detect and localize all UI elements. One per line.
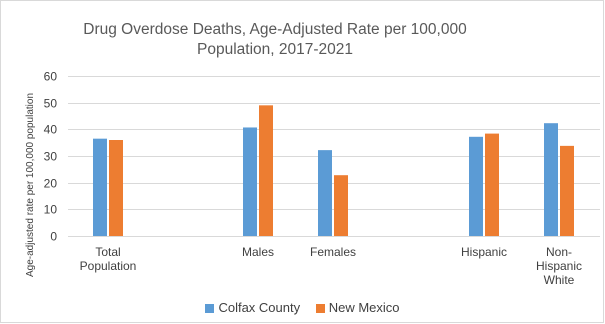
y-tick-label: 60 bbox=[44, 70, 58, 84]
bar bbox=[485, 133, 499, 236]
x-tick-label-line: Females bbox=[310, 245, 356, 259]
y-axis-ticks: 0 10 20 30 40 50 60 bbox=[44, 70, 58, 244]
x-tick-label-line: Population bbox=[80, 259, 137, 273]
bar bbox=[560, 145, 574, 236]
x-tick-label: Total Population bbox=[80, 245, 137, 273]
y-tick-label: 50 bbox=[44, 97, 58, 111]
legend-label-colfax: Colfax County bbox=[218, 300, 301, 315]
x-tick-label-line: Males bbox=[242, 245, 274, 259]
y-tick-label: 20 bbox=[44, 177, 58, 191]
x-tick-label-line: Non- bbox=[546, 245, 572, 259]
x-tick-label-line: White bbox=[544, 273, 575, 287]
x-tick-label: Females bbox=[310, 245, 356, 259]
bar bbox=[469, 136, 483, 236]
bar bbox=[334, 175, 348, 236]
x-tick-label-line: Hispanic bbox=[536, 259, 582, 273]
bar-chart: 0 10 20 30 40 50 60 Total Population Males Female… bbox=[25, 70, 600, 287]
chart-title-line-1: Drug Overdose Deaths, Age-Adjusted Rate … bbox=[83, 21, 467, 38]
chart-title: Drug Overdose Deaths, Age-Adjusted Rate … bbox=[40, 20, 510, 60]
y-tick-label: 30 bbox=[44, 150, 58, 164]
bar bbox=[109, 140, 123, 236]
y-axis-label: Age-adjusted rate per 100,000 population bbox=[25, 93, 36, 277]
bar bbox=[259, 105, 273, 236]
bars bbox=[93, 105, 574, 236]
y-tick-label: 0 bbox=[50, 230, 57, 244]
chart-title-line-2: Population, 2017-2021 bbox=[197, 41, 353, 58]
legend-item-colfax: Colfax County bbox=[205, 300, 300, 315]
x-tick-label: Males bbox=[242, 245, 274, 259]
y-tick-label: 40 bbox=[44, 123, 58, 137]
bar bbox=[93, 138, 107, 236]
x-tick-label-line: Hispanic bbox=[461, 245, 507, 259]
x-tick-label: Non-Hispanic White bbox=[536, 245, 582, 287]
legend: Colfax County New Mexico bbox=[0, 300, 605, 315]
legend-swatch-colfax bbox=[205, 304, 215, 313]
legend-label-new-mexico: New Mexico bbox=[328, 300, 400, 315]
legend-item-new-mexico: New Mexico bbox=[315, 300, 400, 315]
bar bbox=[243, 127, 257, 236]
x-tick-label-line: Total bbox=[95, 245, 120, 259]
bar bbox=[318, 150, 332, 236]
x-tick-label: Hispanic bbox=[461, 245, 507, 259]
bar bbox=[544, 123, 558, 236]
legend-swatch-new-mexico bbox=[315, 304, 325, 313]
y-tick-label: 10 bbox=[44, 203, 58, 217]
